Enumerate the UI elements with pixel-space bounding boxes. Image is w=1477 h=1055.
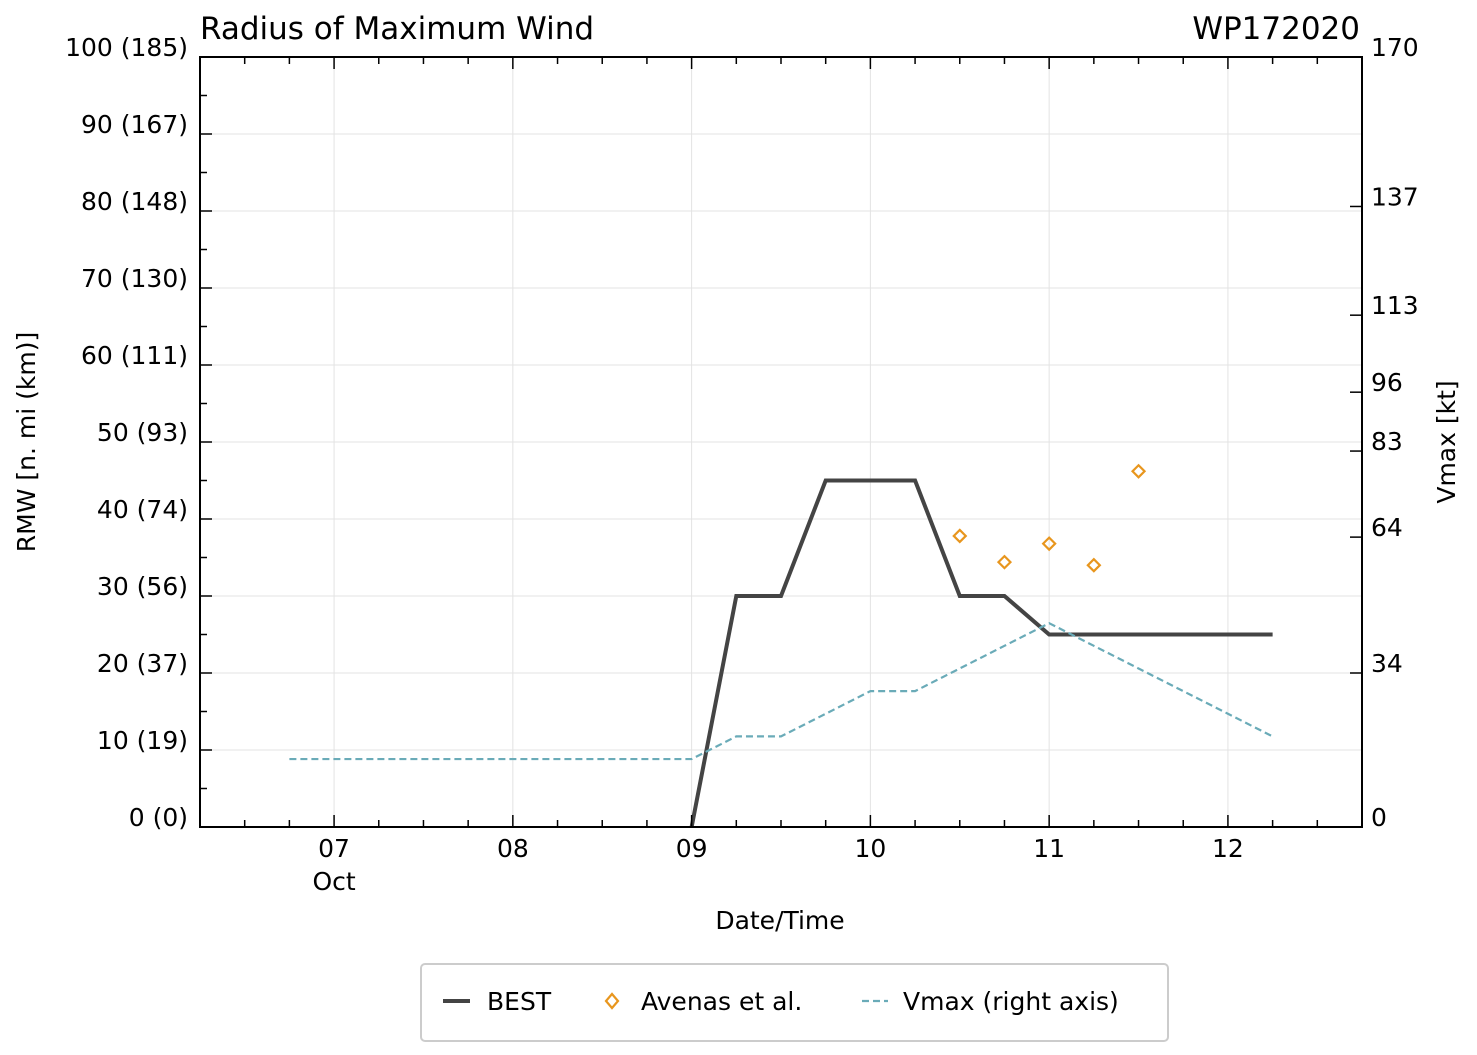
y-tick-label: 40 (74): [97, 495, 188, 524]
legend: BEST Avenas et al. Vmax (right axis): [420, 963, 1169, 1042]
x-tick-label: 12: [1212, 834, 1244, 863]
y2-tick-label: 96: [1371, 368, 1403, 397]
x-tick-label: 08: [497, 834, 529, 863]
avenas-point: [1130, 463, 1147, 479]
grid-lines: [200, 56, 1362, 828]
avenas-point: [1041, 536, 1057, 552]
legend-swatch-avenas: [604, 992, 620, 1010]
legend-label-avenas: Avenas et al.: [641, 987, 802, 1016]
y-tick-label: 10 (19): [97, 726, 188, 755]
y-tick-label: 30 (56): [97, 572, 188, 601]
y-axis-label: RMW [n. mi (km)]: [12, 332, 41, 552]
y-tick-label: 80 (148): [81, 187, 188, 216]
axes: [199, 56, 1363, 828]
y-tick-label: 90 (167): [81, 110, 188, 139]
best-line: [689, 478, 1273, 828]
y2-tick-label: 170: [1371, 33, 1419, 62]
y-tick-label: 60 (111): [81, 341, 188, 370]
y2-tick-label: 83: [1371, 427, 1403, 456]
avenas-point: [1086, 557, 1102, 573]
y-tick-label: 70 (130): [81, 264, 188, 293]
y2-tick-label: 0: [1371, 803, 1387, 832]
vmax-line: [289, 621, 1274, 761]
legend-label-best: BEST: [487, 987, 552, 1016]
y-tick-label: 100 (185): [65, 33, 188, 62]
y2-tick-label: 137: [1371, 182, 1419, 211]
x-tick-label: 11: [1033, 834, 1065, 863]
x-axis-label: Date/Time: [715, 906, 844, 935]
y2-tick-label: 34: [1371, 649, 1403, 678]
y2-tick-label: 113: [1371, 291, 1419, 320]
y-tick-label: 20 (37): [97, 649, 188, 678]
x-tick-label: 07: [318, 834, 350, 863]
y-tick-label: 0 (0): [129, 803, 188, 832]
y2-axis-label: Vmax [kt]: [1432, 380, 1461, 503]
x-tick-label: 10: [854, 834, 886, 863]
chart-title: Radius of Maximum Wind: [200, 11, 594, 47]
x-tick-sublabel: Oct: [312, 867, 355, 896]
legend-frame: [420, 963, 1169, 1042]
y-tick-label: 50 (93): [97, 418, 188, 447]
tick-labels: 07 Oct 08 09 10 11 12 0 (0) 10 (19) 20 (37) 30 (56…: [65, 33, 1419, 896]
y2-tick-label: 64: [1371, 513, 1403, 542]
avenas-point: [996, 554, 1013, 570]
storm-id: WP172020: [1192, 11, 1360, 47]
avenas-point: [952, 528, 968, 544]
data-series: [289, 463, 1274, 828]
legend-label-vmax: Vmax (right axis): [903, 987, 1119, 1016]
x-tick-label: 09: [676, 834, 708, 863]
